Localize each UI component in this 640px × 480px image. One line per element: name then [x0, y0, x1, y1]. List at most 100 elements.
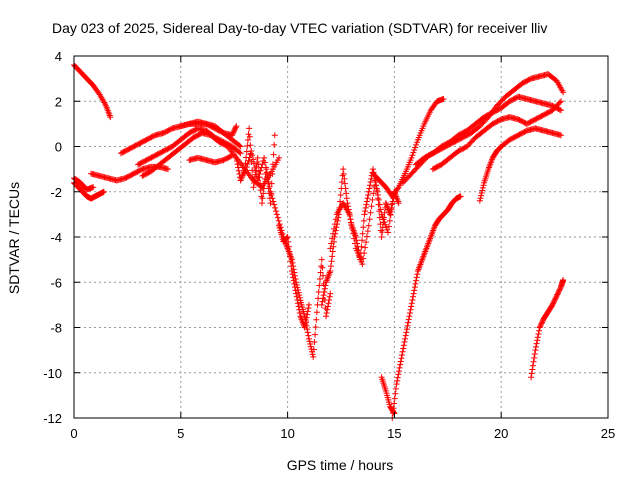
data-point [306, 338, 313, 345]
data-point [401, 339, 408, 346]
data-point [316, 282, 323, 289]
data-point [319, 272, 326, 279]
data-point [340, 170, 347, 177]
data-point [318, 301, 325, 308]
data-point [307, 340, 314, 347]
data-point [359, 230, 366, 237]
data-point [373, 182, 380, 189]
data-point [328, 258, 335, 265]
data-point [367, 209, 374, 216]
data-point [276, 154, 283, 161]
data-point [410, 290, 417, 297]
data-point [304, 311, 311, 318]
data-point [362, 244, 369, 251]
x-tick-label: 10 [280, 426, 294, 441]
data-point [539, 319, 546, 326]
data-point [369, 196, 376, 203]
data-point [90, 184, 97, 191]
data-point [296, 309, 303, 316]
data-point [312, 331, 319, 338]
data-point [304, 329, 311, 336]
y-tick-label: 0 [55, 140, 62, 155]
data-point [532, 343, 539, 350]
data-point [254, 177, 261, 184]
data-point [324, 306, 331, 313]
data-point [552, 295, 559, 302]
data-point [480, 182, 487, 189]
data-point [305, 332, 312, 339]
data-point [394, 185, 401, 192]
data-point [285, 238, 292, 245]
data-point [319, 298, 326, 305]
data-point [305, 301, 312, 308]
data-point [408, 154, 415, 161]
data-point [259, 195, 266, 202]
data-point [400, 342, 407, 349]
data-point [396, 364, 403, 371]
data-point [341, 180, 348, 187]
data-point [413, 277, 420, 284]
data-point [361, 211, 368, 218]
data-point [360, 224, 367, 231]
data-point [262, 164, 269, 171]
data-point [291, 280, 298, 287]
data-point [365, 188, 372, 195]
data-point [411, 284, 418, 291]
data-point [528, 374, 535, 381]
data-point [326, 293, 333, 300]
data-point [273, 211, 280, 218]
data-point [348, 221, 355, 228]
grid [74, 56, 608, 418]
data-point [403, 329, 410, 336]
data-point [410, 149, 417, 156]
data-point [229, 152, 236, 159]
data-point [321, 285, 328, 292]
data-point [232, 124, 239, 131]
data-point [236, 142, 243, 149]
data-point [363, 198, 370, 205]
data-point [378, 234, 385, 240]
data-point [284, 234, 291, 240]
data-point [250, 156, 257, 163]
data-point [366, 182, 373, 189]
data-point [283, 234, 290, 241]
data-point [236, 149, 243, 156]
data-point [532, 347, 539, 354]
data-point [263, 169, 270, 176]
data-point [478, 190, 485, 197]
data-point [247, 142, 254, 149]
data-point [269, 161, 276, 168]
data-point [535, 330, 542, 337]
x-tick-label: 0 [70, 426, 77, 441]
data-point [254, 154, 261, 161]
data-point [366, 216, 373, 223]
data-point [537, 323, 544, 330]
data-point [327, 263, 334, 270]
data-points [71, 62, 567, 421]
data-point [342, 185, 349, 192]
data-point [292, 287, 299, 294]
data-point [341, 175, 348, 182]
data-point [287, 253, 294, 260]
data-point [343, 195, 350, 202]
data-point [393, 381, 400, 388]
data-point [310, 353, 317, 360]
y-tick-label: -10 [43, 366, 62, 381]
data-point [327, 245, 334, 252]
data-point [479, 184, 486, 191]
data-point [316, 276, 323, 283]
data-point [560, 276, 567, 283]
data-point [309, 351, 316, 358]
data-point [531, 351, 538, 358]
data-point [411, 147, 418, 154]
axis-ticks: 0 5 10 15 20 25 -12 -10 -8 -6 -4 -2 0 2 4 [43, 49, 615, 441]
data-point [412, 144, 419, 151]
data-point [402, 335, 409, 342]
data-point [319, 264, 326, 271]
data-point [392, 390, 399, 397]
y-tick-label: 4 [55, 49, 62, 64]
data-point [556, 99, 563, 106]
data-point [378, 211, 385, 218]
data-point [315, 288, 322, 295]
